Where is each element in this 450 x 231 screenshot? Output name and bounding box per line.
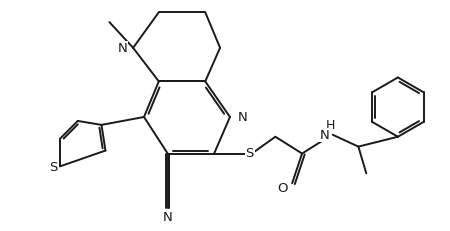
Text: N: N [238, 111, 248, 124]
Text: S: S [49, 160, 57, 173]
Text: H: H [326, 118, 335, 131]
Text: O: O [277, 181, 288, 194]
Text: N: N [320, 129, 330, 142]
Text: N: N [117, 42, 127, 55]
Text: N: N [163, 210, 172, 223]
Text: S: S [246, 146, 254, 159]
